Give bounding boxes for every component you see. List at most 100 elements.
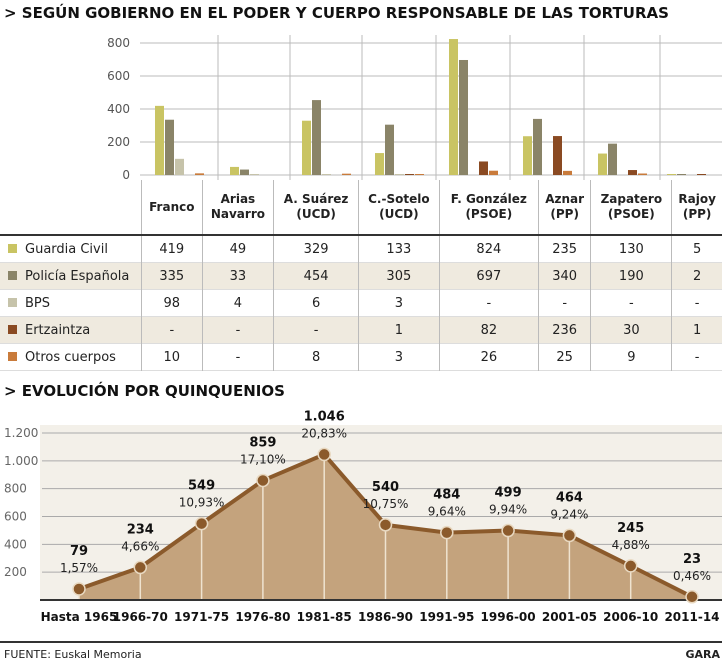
percent-label: 9,64% [428, 505, 466, 519]
table-cell: - [671, 343, 722, 371]
data-point [501, 523, 515, 538]
source-note: FUENTE: Euskal Memoria [4, 648, 142, 661]
percent-label: 9,94% [489, 503, 527, 517]
y-tick-label: 0 [122, 168, 130, 180]
column-header-line: F. González [450, 192, 527, 206]
row-label: Policía Española [0, 263, 142, 290]
x-tick-label: 1986-90 [358, 610, 413, 624]
bar-1-0 [165, 119, 174, 175]
data-point [685, 590, 699, 604]
series-name: Ertzaintza [25, 322, 91, 338]
value-label: 540 [372, 480, 399, 495]
bar-2-0 [175, 158, 184, 175]
table-cell: - [141, 316, 203, 344]
table-cell: 697 [438, 262, 539, 290]
column-header-line: (PP) [682, 207, 712, 221]
table-cell: 25 [537, 343, 591, 371]
percent-label: 9,24% [550, 507, 588, 521]
data-point [440, 525, 454, 540]
table-cell: 82 [438, 316, 539, 344]
table-cell: 6 [273, 289, 359, 317]
table-cell: - [537, 289, 591, 317]
y-tick-label: 600 [4, 510, 27, 524]
table-cell: 9 [590, 343, 672, 371]
table-cell: - [671, 289, 722, 317]
bar-3-7 [697, 174, 706, 175]
bar-3-3 [405, 174, 414, 175]
y-tick-label: 800 [107, 36, 130, 50]
column-header-line: A. Suárez [283, 192, 349, 206]
bar-1-3 [385, 124, 394, 175]
column-header: F. González (PSOE) [438, 180, 539, 235]
column-header-line: Navarro [210, 207, 265, 221]
series-line [78, 452, 693, 599]
column-header-line: (PSOE) [607, 207, 655, 221]
row-label: Ertzaintza [0, 317, 142, 344]
bar-0-5 [523, 136, 532, 175]
bar-0-6 [598, 153, 607, 175]
column-header-line: (PP) [550, 207, 579, 221]
percent-label: 17,10% [240, 452, 286, 466]
footer-divider [0, 641, 722, 643]
legend-swatch [8, 243, 17, 253]
data-point [623, 559, 638, 573]
column-header: C.-Sotelo (UCD) [357, 180, 440, 235]
x-tick-label: 1971-75 [174, 610, 229, 624]
column-header: Arias Navarro [201, 180, 274, 235]
series-name: Otros cuerpos [25, 349, 116, 365]
bar-2-2 [322, 174, 331, 175]
table-cell: 2 [671, 262, 722, 290]
bar-3-6 [628, 170, 637, 175]
value-label: 464 [556, 490, 583, 505]
table-cell: 1 [357, 316, 440, 344]
percent-label: 4,88% [612, 538, 650, 552]
table-cell: 30 [590, 316, 672, 344]
bar-4-4 [489, 170, 498, 175]
column-header-line: (UCD) [379, 207, 419, 221]
column-header-line: Zapatero [600, 192, 663, 206]
x-tick-label: 2011-14 [664, 610, 719, 624]
series-name: Guardia Civil [25, 241, 108, 257]
table-cell: - [201, 343, 274, 371]
bar-3-4 [479, 161, 488, 175]
bar-0-0 [155, 105, 164, 175]
table-cell: 8 [273, 343, 359, 371]
bar-4-6 [638, 173, 647, 175]
y-tick-label: 1.200 [4, 426, 38, 440]
table-row: Guardia Civil 419 49 329 133 824 235 130 5 [0, 235, 722, 263]
value-label: 245 [617, 521, 644, 536]
data-point [194, 516, 209, 531]
y-tick-label: 400 [4, 537, 27, 551]
value-label: 23 [683, 552, 701, 567]
value-label: 484 [433, 488, 460, 503]
value-label: 234 [127, 522, 154, 537]
table-cell: 335 [141, 262, 203, 290]
value-label: 1.046 [304, 409, 345, 424]
table-row: Policía Española 335 33 454 305 697 340 190 2 [0, 262, 722, 290]
percent-label: 10,93% [179, 496, 225, 510]
bar-4-2 [342, 173, 351, 175]
value-label: 79 [70, 544, 88, 559]
table-cell: 4 [201, 289, 274, 317]
x-tick-label: 1966-70 [113, 610, 168, 624]
bar-1-1 [240, 169, 249, 175]
column-header: Aznar (PP) [537, 180, 591, 235]
series-name: Policía Española [25, 268, 130, 284]
plot-background [40, 425, 722, 600]
table-row: Ertzaintza - - -1 82 236 30 1 [0, 316, 722, 344]
table-cell: 49 [201, 235, 274, 263]
table-cell: 190 [590, 262, 672, 290]
row-label: Otros cuerpos [0, 344, 142, 371]
x-tick-label: 1996-00 [481, 610, 536, 624]
table-cell: 1 [671, 316, 722, 344]
data-point [72, 582, 86, 596]
table-cell: - [273, 316, 359, 344]
x-tick-label: 2006-10 [603, 610, 658, 624]
column-header-line: Rajoy [678, 192, 716, 206]
value-label: 549 [188, 479, 215, 494]
bar-2-1 [250, 174, 259, 175]
table-cell: 5 [671, 235, 722, 263]
bar-1-2 [312, 100, 321, 175]
bar-1-7 [677, 174, 686, 175]
